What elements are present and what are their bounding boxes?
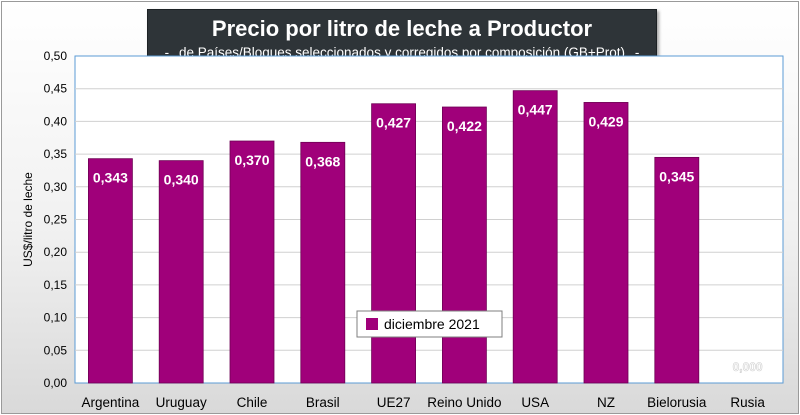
y-axis-ticks: 0,00 0,05 0,10 0,15 0,20 0,25 0,30 0,35 0,40 0,45… xyxy=(44,49,68,390)
data-label: 0,368 xyxy=(305,153,340,169)
x-tick-label: Reino Unido xyxy=(427,395,501,410)
data-labels: 0,343 0,340 0,370 0,368 0,427 0,422 0,447 0,429… xyxy=(93,102,763,375)
data-label: 0,343 xyxy=(93,170,128,186)
x-tick-label: Rusia xyxy=(730,395,765,410)
bar xyxy=(88,158,133,384)
y-tick-label: 0,20 xyxy=(44,245,68,259)
legend-box xyxy=(356,310,503,338)
data-label: 0,429 xyxy=(588,113,623,129)
bar xyxy=(371,103,417,384)
legend: diciembre 2021 xyxy=(356,310,503,338)
bar xyxy=(158,160,204,384)
x-tick-label: NZ xyxy=(597,395,615,410)
bar xyxy=(654,156,700,384)
data-label: 0,000 xyxy=(733,360,763,374)
x-tick-label: USA xyxy=(521,395,549,410)
bar xyxy=(229,140,275,384)
bars xyxy=(88,90,700,384)
y-tick-label: 0,50 xyxy=(44,49,68,63)
bar xyxy=(512,90,558,384)
y-tick-label: 0,35 xyxy=(44,147,68,161)
y-tick-label: 0,40 xyxy=(44,114,68,128)
y-tick-label: 0,15 xyxy=(44,278,68,292)
y-tick-label: 0,10 xyxy=(44,311,68,325)
data-label: 0,447 xyxy=(518,102,553,118)
y-axis-label: US$/litro de leche xyxy=(21,172,35,267)
x-tick-label: Uruguay xyxy=(156,395,207,410)
bar xyxy=(300,141,346,384)
subtitle-dash-left: - xyxy=(164,45,170,60)
chart-title: Precio por litro de leche a Productor xyxy=(211,16,593,41)
legend-label: diciembre 2021 xyxy=(384,316,480,332)
legend-swatch xyxy=(366,318,378,330)
x-tick-label: Argentina xyxy=(82,395,140,410)
data-label: 0,427 xyxy=(376,115,411,131)
y-tick-label: 0,00 xyxy=(44,376,68,390)
data-label: 0,370 xyxy=(234,152,269,168)
bar xyxy=(583,102,629,384)
y-tick-label: 0,05 xyxy=(44,343,68,357)
y-tick-label: 0,30 xyxy=(44,180,68,194)
x-axis-labels: Argentina Uruguay Chile Brasil UE27 Reino Uni… xyxy=(82,395,766,410)
x-tick-label: Bielorusia xyxy=(647,395,707,410)
data-label: 0,340 xyxy=(164,172,199,188)
x-tick-label: Brasil xyxy=(306,395,340,410)
x-tick-label: Chile xyxy=(237,395,268,410)
x-tick-label: UE27 xyxy=(377,395,411,410)
bar xyxy=(441,106,487,384)
data-label: 0,422 xyxy=(447,118,482,134)
data-label: 0,345 xyxy=(659,168,694,184)
y-tick-label: 0,45 xyxy=(44,82,68,96)
y-tick-label: 0,25 xyxy=(44,213,68,227)
subtitle-dash-right: - xyxy=(634,45,640,60)
